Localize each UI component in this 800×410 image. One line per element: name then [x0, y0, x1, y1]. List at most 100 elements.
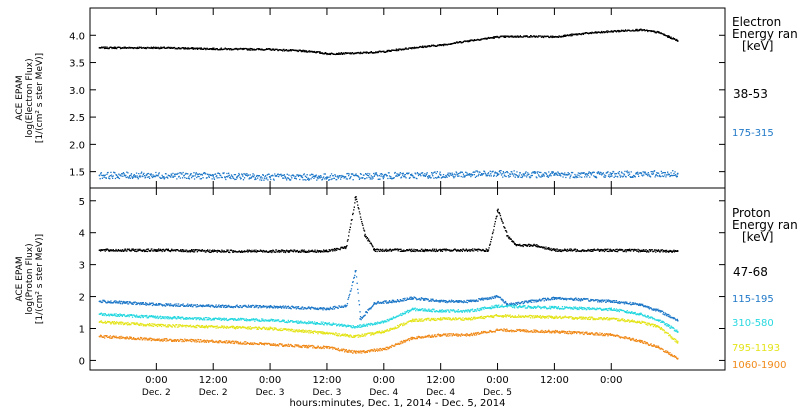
- electron-data-point: [382, 175, 385, 177]
- electron-data-point: [326, 176, 328, 178]
- proton-data-point: [496, 329, 499, 331]
- proton-data-point: [326, 332, 328, 335]
- proton-data-point: [553, 306, 556, 309]
- proton-data-point: [326, 346, 328, 349]
- electron-data-point: [155, 174, 158, 177]
- electron-y-label-line: [1/(cm² s ster MeV)]: [35, 53, 45, 143]
- electron-data-point: [496, 36, 499, 38]
- proton-data-point: [98, 300, 101, 303]
- proton-data-point: [344, 305, 347, 308]
- proton-data-point: [411, 297, 414, 300]
- proton-y-tick-label: 5: [79, 197, 85, 208]
- x-tick-label: 12:00: [540, 375, 569, 386]
- proton-series-dots: [99, 196, 679, 254]
- proton-data-point: [676, 330, 679, 333]
- proton-data-point: [373, 302, 376, 304]
- proton-data-point: [354, 335, 357, 338]
- proton-series-47-68: [98, 196, 679, 254]
- electron-data-point: [354, 52, 357, 55]
- proton-plot-frame: [89, 187, 726, 371]
- proton-data-point: [392, 300, 395, 303]
- proton-data-point: [354, 351, 357, 354]
- electron-y-tick-label: 3.5: [69, 59, 85, 70]
- x-date-label: Dec. 3: [313, 388, 342, 398]
- proton-data-point: [506, 234, 508, 237]
- proton-data-point: [98, 321, 101, 324]
- proton-data-point: [638, 321, 641, 324]
- electron-data-point: [269, 48, 271, 51]
- x-tick-label: 12:00: [426, 375, 455, 386]
- proton-data-point: [269, 327, 271, 330]
- electron-data-point: [212, 48, 215, 50]
- electron-y-tick-label: 4.0: [69, 31, 85, 42]
- electron-data-point: [326, 52, 328, 55]
- electron-panel: 1.5 2.0 2.5 3.0 3.5 4.0 ACE EPAM log(Electron F…: [15, 7, 798, 189]
- proton-data-point: [269, 319, 271, 322]
- electron-series-dots: [99, 169, 679, 181]
- proton-data-point: [326, 322, 328, 325]
- proton-data-point: [439, 333, 442, 336]
- proton-data-point: [468, 318, 471, 320]
- proton-series-795-1193: [98, 314, 679, 344]
- proton-y-tick-label: 0: [79, 356, 85, 367]
- x-date-label: Dec. 5: [483, 388, 512, 398]
- proton-legend-entry: 1060-1900: [732, 360, 787, 371]
- proton-data-point: [676, 319, 679, 322]
- electron-data-point: [468, 39, 471, 42]
- proton-data-point: [553, 297, 556, 300]
- proton-data-point: [496, 295, 499, 298]
- electron-data-point: [212, 175, 215, 177]
- proton-data-point: [468, 300, 471, 303]
- proton-data-point: [155, 303, 158, 306]
- proton-y-label-line: ACE EPAM: [15, 256, 25, 301]
- proton-data-point: [344, 246, 347, 248]
- proton-series-dots: [99, 314, 679, 344]
- proton-data-point: [382, 330, 385, 333]
- proton-panel: 0 1 2 3 4 5 ACE EPAM log(Proton Flux) [1/(cm² s …: [15, 187, 798, 371]
- electron-data-point: [553, 36, 556, 38]
- proton-data-point: [468, 333, 471, 336]
- electron-data-point: [667, 36, 670, 38]
- x-tick-label: 0:00: [600, 375, 622, 386]
- electron-data-point: [496, 172, 499, 175]
- proton-data-point: [468, 310, 471, 312]
- proton-data-point: [363, 234, 366, 237]
- proton-data-point: [676, 357, 679, 360]
- electron-legend-title: [keV]: [742, 39, 773, 53]
- electron-data-point: [311, 50, 314, 53]
- proton-data-point: [155, 324, 158, 327]
- proton-data-point: [496, 209, 499, 212]
- proton-legend-title: Energy ran: [732, 218, 798, 232]
- proton-data-point: [534, 244, 537, 247]
- electron-data-point: [553, 174, 556, 176]
- x-tick-label: 12:00: [313, 375, 342, 386]
- electron-data-point: [439, 44, 442, 46]
- proton-series-dots: [99, 304, 679, 333]
- proton-data-point: [487, 249, 489, 252]
- electron-data-point: [382, 50, 385, 53]
- proton-data-point: [359, 318, 362, 320]
- proton-data-point: [269, 250, 271, 253]
- proton-data-point: [439, 318, 442, 320]
- x-date-label: Dec. 4: [426, 388, 455, 398]
- proton-y-tick-label: 4: [79, 229, 85, 240]
- proton-data-point: [411, 308, 414, 311]
- electron-y-tick-label: 3.0: [69, 86, 85, 97]
- proton-data-point: [212, 305, 215, 308]
- proton-y-tick-label: 3: [79, 261, 85, 272]
- proton-data-point: [411, 319, 414, 322]
- proton-series-dots: [99, 328, 679, 360]
- proton-y-label-line: log(Proton Flux): [25, 243, 35, 314]
- electron-data-point: [155, 46, 158, 49]
- proton-data-point: [382, 348, 385, 351]
- electron-legend-title: Energy ran: [732, 27, 798, 41]
- x-date-label: Dec. 4: [369, 388, 398, 398]
- proton-data-point: [610, 249, 613, 252]
- proton-data-point: [373, 249, 376, 252]
- proton-legend-entry: 47-68: [733, 265, 768, 279]
- electron-data-point: [269, 176, 271, 178]
- proton-data-point: [411, 337, 414, 339]
- proton-data-point: [553, 330, 556, 333]
- x-date-label: Dec. 3: [256, 388, 285, 398]
